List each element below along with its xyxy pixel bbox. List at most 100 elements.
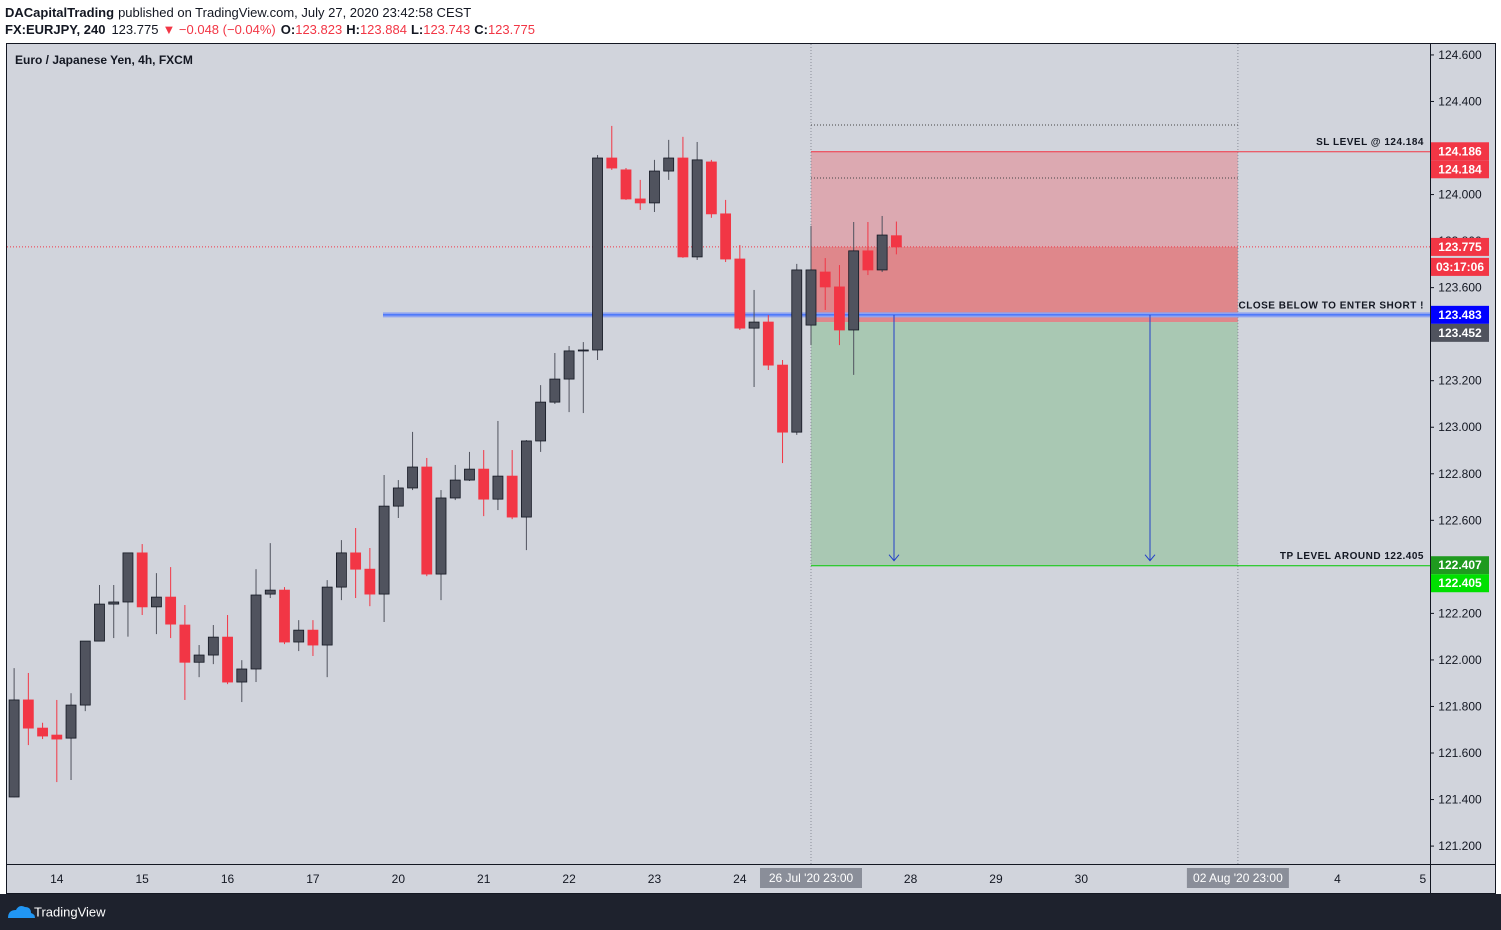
candle-body — [649, 170, 660, 204]
h-label: H: — [346, 22, 360, 37]
candle-body — [677, 157, 689, 258]
header-line-2: FX:EURJPY, 240 123.775 ▼ −0.048 (−0.04%) O:… — [5, 22, 535, 37]
candle-body — [364, 568, 376, 595]
time-highlight — [1186, 868, 1289, 888]
x-tick-label: 5 — [1420, 872, 1427, 886]
x-tick-label: 20 — [392, 872, 406, 886]
candle-body — [848, 250, 860, 331]
candle-body — [762, 321, 774, 366]
candle-body — [620, 169, 632, 200]
candle-body — [336, 552, 347, 588]
price-badge-label: 123.775 — [1438, 240, 1482, 254]
price-badge-label: 123.452 — [1438, 326, 1482, 340]
y-tick-label: 122.200 — [1438, 606, 1482, 620]
x-tick-label: 4 — [1334, 872, 1341, 886]
o-value: 123.823 — [295, 22, 342, 37]
candle-body — [791, 269, 803, 433]
published: published on TradingView.com, July 27, 2… — [118, 5, 471, 20]
header-line-1: DACapitalTrading published on TradingView… — [5, 5, 471, 20]
symbol: FX:EURJPY, 240 — [5, 22, 105, 37]
candle-body — [222, 636, 233, 683]
brand: TradingView — [34, 905, 106, 920]
arrow-head — [888, 554, 900, 562]
y-tick-label: 123.000 — [1438, 420, 1482, 434]
candle-body — [805, 269, 817, 326]
price-badge-label: 123.483 — [1438, 308, 1482, 322]
c-label: C: — [474, 22, 488, 37]
candle-body — [293, 629, 305, 643]
y-tick-label: 122.000 — [1438, 653, 1482, 667]
candle-body — [279, 589, 290, 643]
o-label: O: — [281, 22, 295, 37]
x-tick-label: 17 — [306, 872, 320, 886]
y-tick-label: 121.800 — [1438, 699, 1482, 713]
y-tick-label: 123.600 — [1438, 281, 1482, 295]
candle-body — [421, 466, 433, 575]
candle-body — [321, 586, 333, 646]
stop-zone — [810, 151, 1238, 247]
candle-body — [691, 159, 703, 258]
chart-area — [7, 44, 1495, 893]
price-badge — [1431, 323, 1489, 342]
chart-title: Euro / Japanese Yen, 4h, FXCM — [15, 53, 193, 67]
arrow-head — [1144, 554, 1156, 562]
candle-body — [449, 479, 461, 499]
candle-body — [207, 636, 219, 656]
price-badge — [1431, 237, 1489, 256]
price-badge — [1431, 556, 1489, 575]
candle-body — [165, 596, 177, 625]
candle-body — [264, 589, 276, 595]
y-tick-label: 124.400 — [1438, 94, 1482, 108]
price-badge-label: 124.186 — [1438, 144, 1482, 158]
candle-body — [606, 157, 618, 169]
last-price: 123.775 — [111, 22, 158, 37]
candle-body — [720, 213, 732, 260]
logo — [8, 906, 35, 918]
x-tick-label: 30 — [1075, 872, 1089, 886]
candle-body — [464, 468, 475, 481]
loss-zone — [810, 246, 1238, 323]
candle-body — [592, 157, 603, 351]
price-badge — [1431, 257, 1489, 276]
candle-body — [890, 235, 902, 248]
candle-body — [876, 234, 888, 271]
candle-body — [748, 321, 760, 329]
candle-body — [435, 497, 447, 575]
candle-body — [151, 596, 162, 608]
time-highlight-label: 02 Aug '20 23:00 — [1193, 871, 1283, 885]
x-tick-label: 21 — [477, 872, 491, 886]
candle-body — [492, 475, 504, 500]
candle-body — [663, 157, 675, 172]
price-badge-label: 124.184 — [1438, 162, 1482, 176]
hline-label: TP LEVEL AROUND 122.405 — [1280, 551, 1424, 562]
candle-body — [520, 440, 532, 518]
price-badge — [1431, 574, 1489, 593]
x-tick-label: 16 — [221, 872, 235, 886]
candle-body — [350, 552, 362, 570]
candle-body — [378, 505, 390, 595]
x-tick-label: 24 — [733, 872, 747, 886]
price-badge-label: 122.405 — [1438, 576, 1482, 590]
x-tick-label: 23 — [648, 872, 662, 886]
change: ▼ −0.048 (−0.04%) — [162, 22, 275, 37]
time-highlight — [759, 868, 862, 888]
author: DACapitalTrading — [5, 5, 114, 20]
candle-body — [577, 349, 589, 352]
candle-body — [65, 704, 77, 739]
candle-body — [94, 603, 105, 642]
footer — [0, 894, 1501, 930]
x-tick-label: 29 — [989, 872, 1003, 886]
candle-body — [407, 466, 418, 489]
candle-body — [79, 640, 91, 706]
candle-body — [549, 378, 561, 403]
candle-body — [307, 629, 319, 646]
candle-body — [734, 258, 746, 329]
price-badge — [1431, 160, 1489, 179]
x-tick-label: 15 — [136, 872, 150, 886]
candle-body — [819, 271, 831, 288]
candle-body — [37, 727, 48, 737]
price-badge — [1431, 142, 1489, 161]
candle-body — [705, 161, 717, 215]
